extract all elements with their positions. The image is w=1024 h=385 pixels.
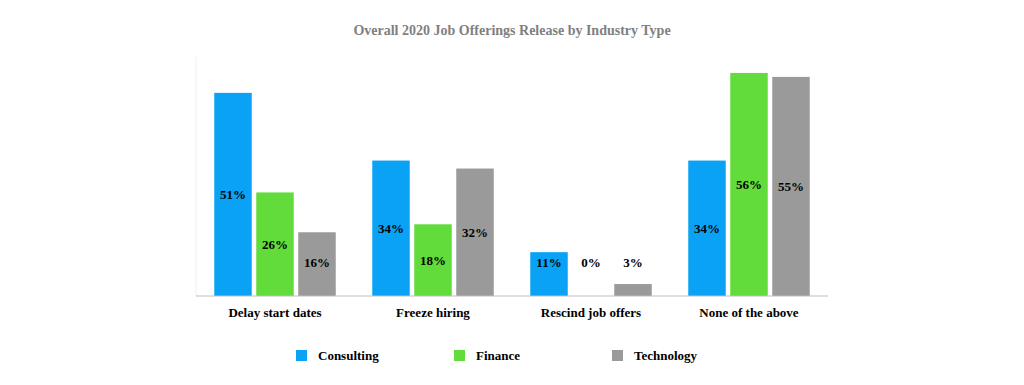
data-label: 26% <box>262 237 288 252</box>
category-label: Freeze hiring <box>396 305 470 320</box>
bar <box>372 161 410 296</box>
legend-label: Consulting <box>318 348 379 363</box>
category-label: Rescind job offers <box>541 305 641 320</box>
legend-label: Technology <box>634 348 698 363</box>
legend-swatch <box>612 350 623 361</box>
category-label: None of the above <box>699 305 799 320</box>
legend-swatch <box>454 350 465 361</box>
bars <box>214 73 810 296</box>
data-label: 3% <box>623 255 643 270</box>
bar <box>298 232 336 296</box>
data-label: 11% <box>536 255 561 270</box>
bar <box>256 192 294 296</box>
data-label: 55% <box>778 179 804 194</box>
bar <box>614 284 652 296</box>
legend-swatch <box>296 350 307 361</box>
data-label: 56% <box>736 177 762 192</box>
bar <box>214 93 252 296</box>
bar <box>414 224 452 296</box>
chart-title: Overall 2020 Job Offerings Release by In… <box>353 23 670 38</box>
data-label: 18% <box>420 253 446 268</box>
data-label: 34% <box>378 221 404 236</box>
bar <box>688 161 726 296</box>
legend-label: Finance <box>476 348 520 363</box>
bar <box>530 252 568 296</box>
category-label: Delay start dates <box>228 305 321 320</box>
y-axis-line <box>196 57 197 296</box>
data-label: 34% <box>694 221 720 236</box>
data-label: 16% <box>304 255 330 270</box>
x-axis-line <box>196 296 828 297</box>
bar <box>730 73 768 296</box>
data-label: 51% <box>220 187 246 202</box>
data-labels: 51% 26% 16% 34% 18% 32% 11% 0% 3% 34% 56% 55% <box>220 177 804 270</box>
chart: Overall 2020 Job Offerings Release by In… <box>0 0 1024 385</box>
legend: Consulting Finance Technology <box>296 348 698 363</box>
bar <box>772 77 810 296</box>
data-label: 0% <box>581 255 601 270</box>
bar <box>456 169 494 296</box>
data-label: 32% <box>462 225 488 240</box>
